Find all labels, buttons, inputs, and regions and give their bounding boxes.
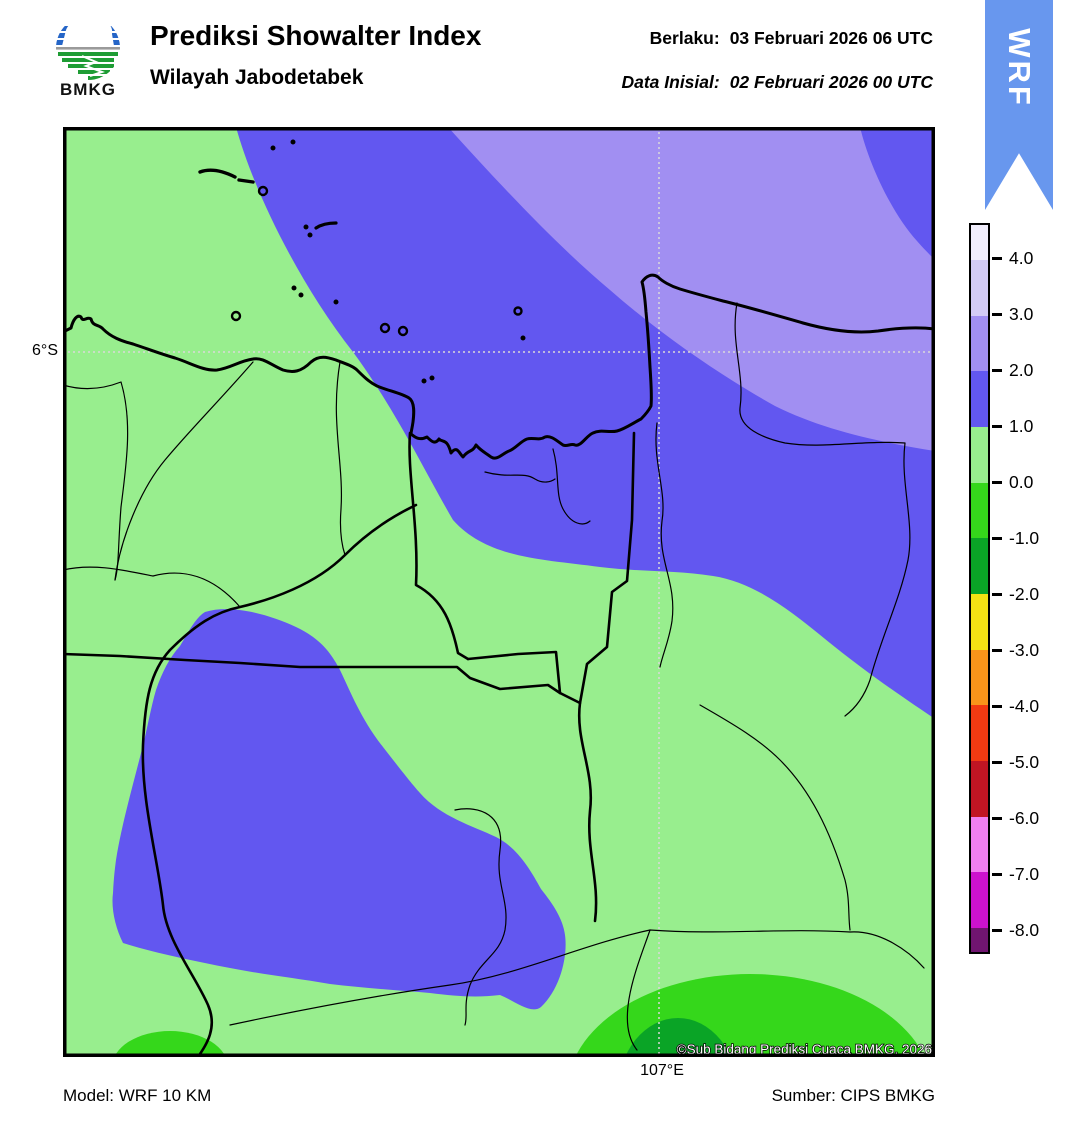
colorbar-tick-label: -8.0 <box>1009 920 1040 940</box>
logo-cloud-stripes <box>56 19 120 46</box>
colorbar-tick-label: 0.0 <box>1009 472 1034 492</box>
colorbar-tick-label: -6.0 <box>1009 808 1040 828</box>
footer-model-text: Model: WRF 10 KM <box>63 1086 212 1105</box>
colorbar-segment <box>971 538 988 594</box>
colorbar-segment <box>971 259 988 316</box>
colorbar-tick-label: 2.0 <box>1009 360 1034 380</box>
colorbar-segment <box>971 225 988 260</box>
province-boundaries <box>61 431 636 1059</box>
fill-si-2-3-wedge <box>448 127 935 451</box>
colorbar-tick <box>992 648 1002 652</box>
colorbar-tick-label: -3.0 <box>1009 640 1040 660</box>
colorbar-tick <box>992 704 1002 708</box>
colorbar-segment <box>971 426 988 483</box>
colorbar-tick-label: 3.0 <box>1009 304 1034 324</box>
colorbar-tick <box>992 760 1002 764</box>
colorbar-tick-label: -5.0 <box>1009 752 1040 772</box>
colorbar-tick-label: -2.0 <box>1009 584 1040 604</box>
logo-land-stripes <box>58 52 118 80</box>
valid-time-value: 03 Februari 2026 06 UTC <box>729 28 933 48</box>
island-outlines <box>198 139 526 384</box>
footer-source-text: Sumber: CIPS BMKG <box>771 1086 935 1105</box>
colorbar-tick-label: -7.0 <box>1009 864 1040 884</box>
fill-si-1-2-corner <box>860 127 935 260</box>
colorbar-tick <box>992 928 1002 932</box>
colorbar-segment <box>971 761 988 817</box>
colorbar-segment <box>971 315 988 372</box>
colorbar-tick-label: -1.0 <box>1009 528 1040 548</box>
logo-horizon-line <box>56 47 120 50</box>
colorbar-segment <box>971 371 988 427</box>
longitude-tick-label: 107°E <box>640 1062 684 1079</box>
showalter-index-colorbar: 4.0 3.0 2.0 1.0 0.0 -1.0 -2.0 -3.0 -4.0 -5.0 -6.0 -… <box>969 223 1068 954</box>
valid-time-label: Berlaku: <box>649 28 720 48</box>
bmkg-logo <box>56 16 120 80</box>
init-time-label: Data Inisial: <box>621 72 720 92</box>
colorbar-tick <box>992 816 1002 820</box>
wrf-ribbon-text: WRF <box>1002 28 1037 108</box>
init-time-value: 02 Februari 2026 00 UTC <box>729 72 933 92</box>
fill-si-1-2-southwest-blob <box>112 609 566 1010</box>
valid-time-line: Berlaku: 03 Februari 2026 06 UTC <box>650 28 933 49</box>
page-title: Prediksi Showalter Index <box>150 20 482 51</box>
init-time-line: Data Inisial: 02 Februari 2026 00 UTC <box>621 72 933 93</box>
colorbar-tick-label: 4.0 <box>1009 248 1034 268</box>
graticule-lines <box>63 127 935 1057</box>
district-boundaries <box>62 302 925 1051</box>
colorbar-segment <box>971 928 988 952</box>
latitude-tick-label: 6°S <box>32 342 58 359</box>
colorbar-tick-label: 1.0 <box>1009 416 1034 436</box>
colorbar-tick <box>992 480 1002 484</box>
map-panel: ©Sub Bidang Prediksi Cuaca BMKG, 2026 <box>61 127 937 1128</box>
showalter-index-map: ©Sub Bidang Prediksi Cuaca BMKG, 2026 <box>61 127 937 1128</box>
colorbar-segment <box>971 705 988 761</box>
colorbar-segment <box>971 482 988 539</box>
logo-text: BMKG <box>60 80 116 99</box>
java-coastline <box>61 273 937 460</box>
colorbar-tick <box>992 536 1002 540</box>
colorbar-gradient-bar <box>969 223 990 954</box>
colorbar-tick <box>992 424 1002 428</box>
colorbar-tick-label: -4.0 <box>1009 696 1040 716</box>
page-subtitle: Wilayah Jabodetabek <box>150 66 364 89</box>
colorbar-tick <box>992 872 1002 876</box>
map-border <box>63 127 935 1057</box>
colorbar-tick <box>992 592 1002 596</box>
colorbar-segment <box>971 872 988 929</box>
wrf-ribbon-banner: WRF <box>985 0 1053 210</box>
colorbar-segment <box>971 593 988 650</box>
colorbar-tick <box>992 312 1002 316</box>
colorbar-tick <box>992 256 1002 260</box>
colorbar-segment <box>971 649 988 706</box>
colorbar-segment <box>971 816 988 873</box>
colorbar-tick <box>992 368 1002 372</box>
